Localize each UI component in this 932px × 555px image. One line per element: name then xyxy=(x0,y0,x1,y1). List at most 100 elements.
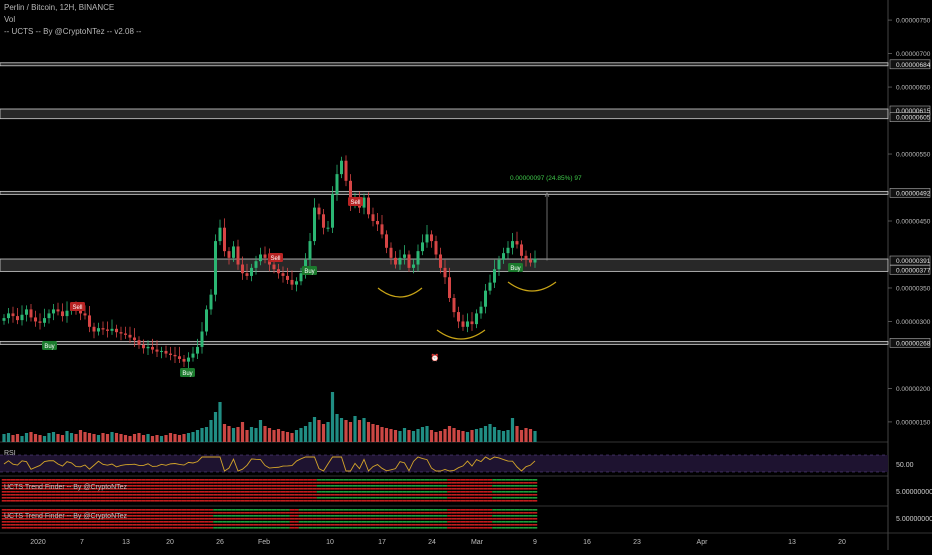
trend1-stripe xyxy=(352,479,358,481)
trend2-stripe xyxy=(289,512,295,514)
trend2-stripe xyxy=(460,524,466,526)
trend2-stripe xyxy=(249,521,254,523)
volume-bar xyxy=(483,426,488,442)
volume-bar xyxy=(407,430,411,442)
trend2-stripe xyxy=(348,518,353,520)
trend1-stripe xyxy=(348,485,353,487)
trend1-stripe xyxy=(64,488,70,490)
trend1-stripe xyxy=(361,494,367,496)
trend2-stripe xyxy=(298,512,304,514)
trend2-stripe xyxy=(447,515,452,517)
volume-bar xyxy=(380,427,384,442)
trend2-stripe xyxy=(285,512,290,514)
trend2-stripe xyxy=(6,512,11,514)
trend1-stripe xyxy=(73,491,79,493)
candle-body xyxy=(313,207,316,242)
volume-bar xyxy=(519,430,524,442)
trend2-stripe xyxy=(438,527,443,529)
trend1-stripe xyxy=(217,488,223,490)
candle-body xyxy=(214,241,217,295)
trend1-stripe xyxy=(226,491,232,493)
trend1-stripe xyxy=(528,479,533,481)
candle-body xyxy=(394,257,397,265)
trend1-stripe xyxy=(190,482,196,484)
trend2-stripe xyxy=(1,524,7,526)
trend1-stripe xyxy=(208,482,214,484)
trend1-stripe xyxy=(1,494,7,496)
pattern-curve xyxy=(436,329,486,340)
trend1-stripe xyxy=(253,497,259,499)
trend2-stripe xyxy=(465,512,470,514)
trend1-stripe xyxy=(154,494,160,496)
trend1-stripe xyxy=(384,494,389,496)
trend2-stripe xyxy=(136,509,142,511)
trend1-stripe xyxy=(267,488,272,490)
trend1-stripe xyxy=(352,500,358,502)
trend2-stripe xyxy=(348,515,353,517)
trend1-stripe xyxy=(298,485,304,487)
volume-bar xyxy=(461,431,465,442)
trend1-stripe xyxy=(321,491,326,493)
trend1-stripe xyxy=(37,482,43,484)
trend1-stripe xyxy=(514,488,520,490)
trend2-stripe xyxy=(240,524,245,526)
trend2-stripe xyxy=(42,512,47,514)
trend1-stripe xyxy=(505,482,511,484)
trend2-stripe xyxy=(123,518,128,520)
trend2-stripe xyxy=(231,521,236,523)
trend2-stripe xyxy=(208,521,214,523)
trend1-stripe xyxy=(352,488,358,490)
trend1-stripe xyxy=(402,485,407,487)
trend2-stripe xyxy=(532,509,538,511)
trend1-stripe xyxy=(262,479,268,481)
trend2-stripe xyxy=(276,509,281,511)
trend2-stripe xyxy=(501,518,506,520)
trend1-stripe xyxy=(492,479,497,481)
trend1-stripe xyxy=(429,497,434,499)
trend1-stripe xyxy=(469,479,475,481)
trend1-stripe xyxy=(393,491,398,493)
trend1-stripe xyxy=(465,482,470,484)
trend1-stripe xyxy=(303,479,308,481)
trend1-stripe xyxy=(249,500,254,502)
trend2-stripe xyxy=(258,515,263,517)
trend1-stripe xyxy=(519,485,524,487)
trend1-stripe xyxy=(253,479,259,481)
trend2-stripe xyxy=(114,524,119,526)
volume-bar xyxy=(488,424,492,442)
trend2-stripe xyxy=(501,515,506,517)
trend1-stripe xyxy=(460,482,466,484)
volume-bar xyxy=(150,436,155,442)
trend1-stripe xyxy=(64,482,70,484)
trend2-stripe xyxy=(343,518,349,520)
volume-bar xyxy=(65,431,69,442)
trend2-stripe xyxy=(406,509,412,511)
trend2-stripe xyxy=(37,524,43,526)
trend2-stripe xyxy=(222,527,227,529)
trend1-stripe xyxy=(208,491,214,493)
trend2-stripe xyxy=(105,515,110,517)
trend2-stripe xyxy=(82,509,88,511)
trend2-stripe xyxy=(280,518,286,520)
trend2-stripe xyxy=(73,521,79,523)
trend1-stripe xyxy=(154,479,160,481)
alert-clock-icon: ⏰ xyxy=(431,353,440,362)
trend1-stripe xyxy=(145,479,151,481)
level-band xyxy=(0,190,889,195)
trend2-stripe xyxy=(100,521,106,523)
volume-bar xyxy=(6,433,11,442)
trend1-stripe xyxy=(109,488,115,490)
trend2-stripe xyxy=(109,524,115,526)
trend2-stripe xyxy=(303,521,308,523)
trend1-stripe xyxy=(451,494,457,496)
trend1-stripe xyxy=(159,491,164,493)
trend1-stripe xyxy=(240,488,245,490)
trend1-stripe xyxy=(334,488,340,490)
trend2-stripe xyxy=(46,518,52,520)
trend2-stripe xyxy=(240,518,245,520)
trend2-stripe xyxy=(19,512,25,514)
trend1-stripe xyxy=(501,485,506,487)
candle-body xyxy=(335,174,339,195)
